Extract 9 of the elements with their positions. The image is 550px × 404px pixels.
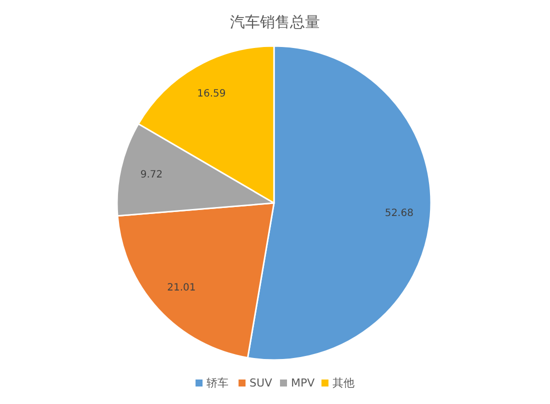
data-label: 52.68 (384, 208, 414, 220)
data-label: 21.01 (167, 282, 196, 294)
legend-label: SUV (250, 376, 273, 390)
legend-label: 其他 (332, 376, 354, 390)
chart-title: 汽车销售总量 (230, 13, 320, 31)
legend-label: MPV (291, 376, 316, 390)
legend-label: 轿车 (206, 376, 229, 390)
data-label: 9.72 (140, 170, 163, 181)
data-label: 16.59 (197, 88, 226, 100)
